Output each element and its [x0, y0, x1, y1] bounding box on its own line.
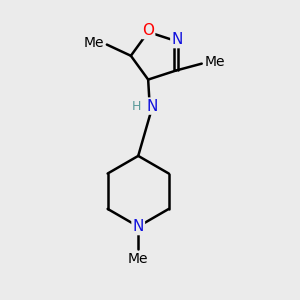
Text: Me: Me: [128, 252, 148, 266]
Text: Me: Me: [205, 55, 225, 69]
Text: O: O: [142, 23, 154, 38]
Text: N: N: [133, 219, 144, 234]
Text: H: H: [132, 100, 141, 112]
Text: N: N: [147, 99, 158, 114]
Text: Me: Me: [83, 36, 104, 50]
Text: N: N: [171, 32, 183, 47]
